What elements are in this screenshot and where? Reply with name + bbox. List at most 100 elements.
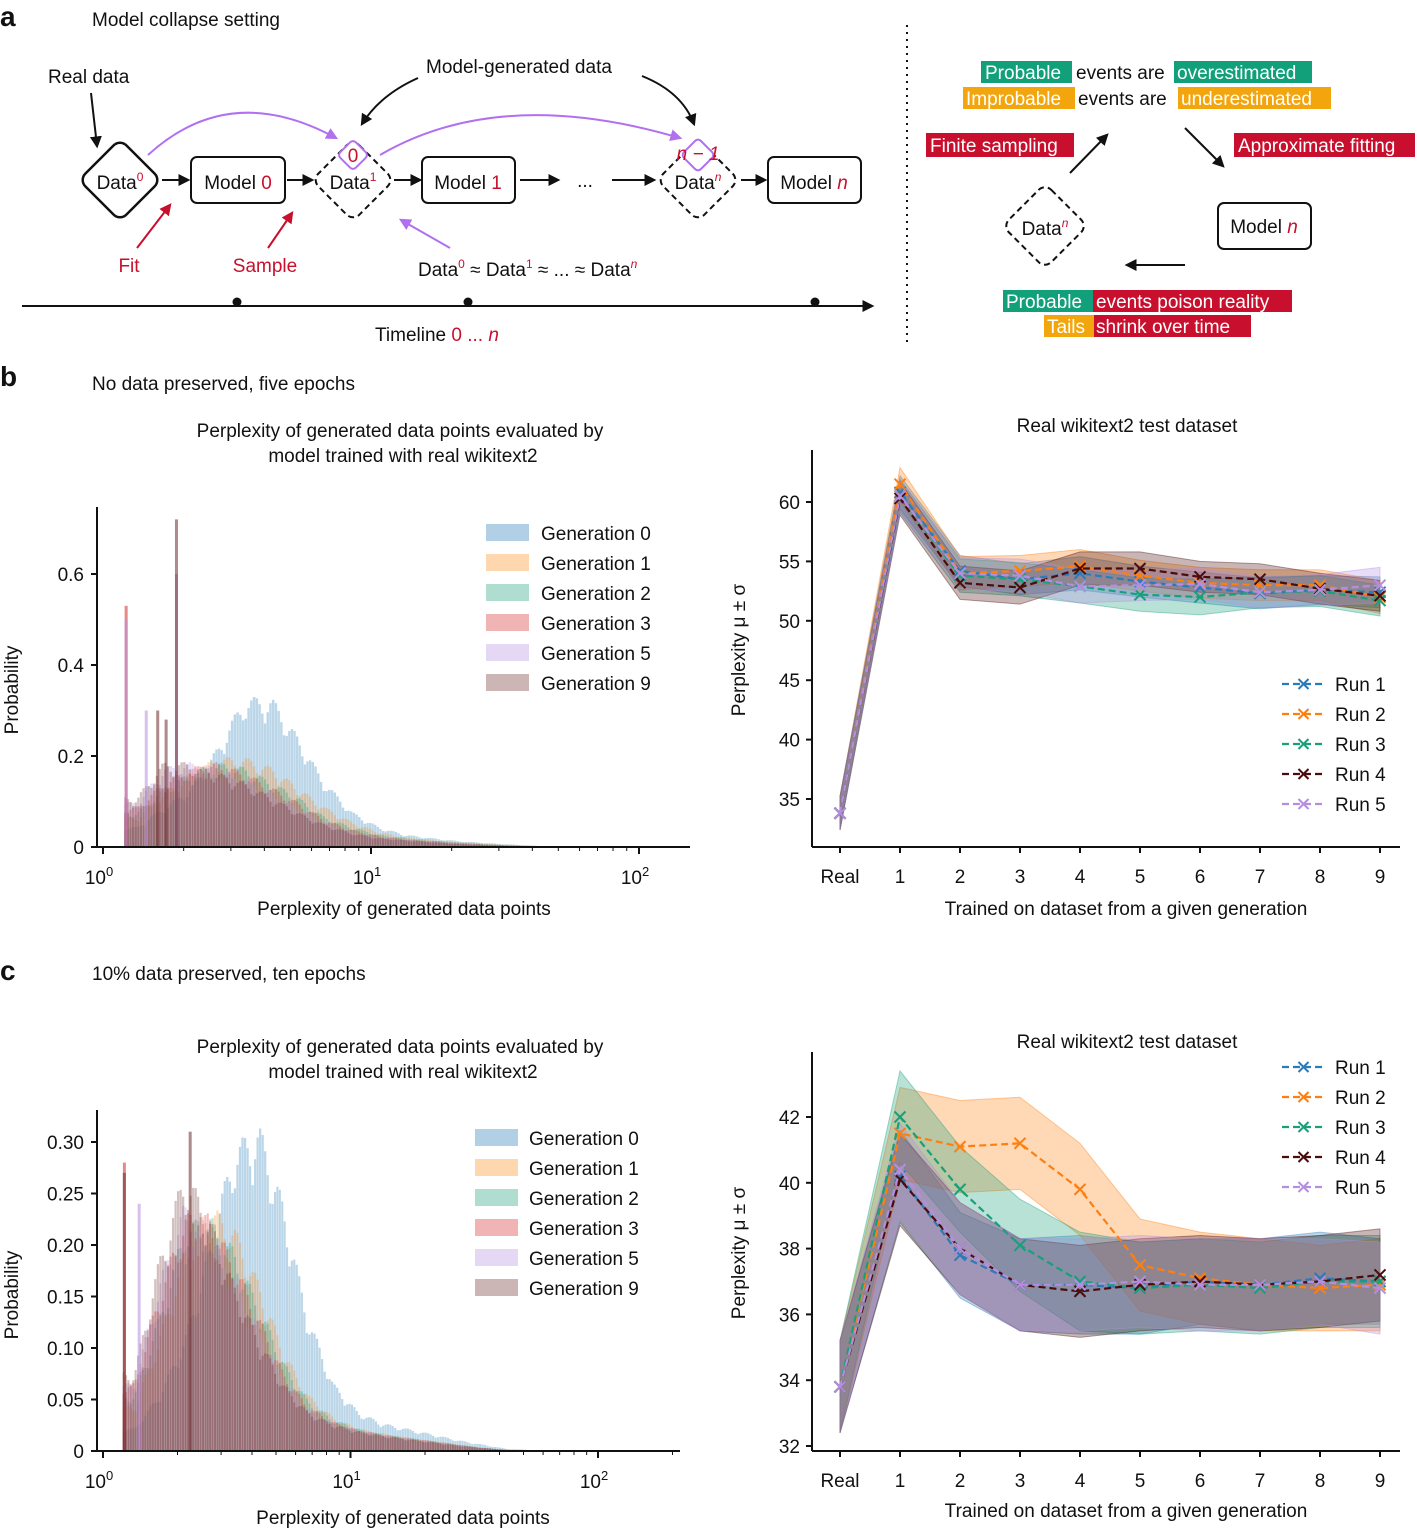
histogram-bar (360, 1429, 363, 1451)
histogram-bar (365, 1432, 368, 1451)
histogram-bar (418, 841, 421, 847)
histogram-bar (458, 1445, 462, 1451)
histogram-bar (423, 841, 427, 847)
histogram-bar (276, 1365, 279, 1451)
histogram-bar (298, 1406, 301, 1451)
histogram-bar (305, 1408, 308, 1451)
histogram-bar (442, 842, 446, 847)
histogram-bar (129, 816, 132, 847)
legend-label: Generation 3 (529, 1219, 639, 1240)
histogram-bar (407, 837, 411, 847)
histogram-bar (387, 830, 390, 847)
histogram-bar (427, 1433, 430, 1451)
data-point-marker (1013, 569, 1027, 582)
histogram-bar (233, 1287, 237, 1451)
histogram-bar (301, 812, 304, 847)
histogram-spike (174, 519, 178, 847)
histogram-bar (187, 1258, 190, 1451)
histogram-bar (473, 1446, 476, 1451)
histogram-bar (283, 1221, 286, 1451)
histogram-bar (282, 801, 286, 847)
histogram-bar (209, 1242, 212, 1451)
histogram-bar (207, 772, 210, 847)
histogram-bar (429, 841, 432, 847)
std-band (839, 478, 1381, 830)
histogram-bar (177, 780, 181, 847)
histogram-bar (355, 829, 358, 847)
histogram-bar (476, 1447, 479, 1451)
data-point-marker (893, 1110, 907, 1124)
histogram-bar (151, 1368, 154, 1451)
line-series (833, 489, 1387, 820)
histogram-bar (464, 843, 468, 847)
histogram-bar (169, 1369, 172, 1451)
histogram-bar (437, 842, 440, 847)
timeline-dot (810, 297, 820, 307)
histogram-bar (330, 790, 334, 847)
histogram-bar (418, 839, 421, 847)
histogram-bar (350, 1427, 354, 1451)
histogram-bar (283, 1364, 286, 1451)
histogram-bar (199, 777, 202, 847)
histogram-bar (281, 1369, 284, 1451)
histogram-bar (453, 843, 457, 847)
histogram-bar (126, 812, 130, 847)
histogram-bar (372, 1419, 375, 1451)
histogram-bar (468, 1446, 471, 1451)
histogram-bar (360, 829, 364, 847)
histogram-bar (386, 1438, 389, 1451)
histogram-bar (301, 756, 304, 847)
histogram-bar (166, 789, 170, 847)
histogram-bar (471, 1446, 474, 1451)
histogram-bar (313, 1410, 316, 1451)
histogram-bar (405, 839, 408, 847)
histogram-bar (179, 1217, 182, 1451)
histogram-bar (379, 838, 382, 847)
x-tick-label: 102 (621, 864, 649, 889)
histogram-bar (424, 1440, 427, 1451)
histogram-bar (363, 827, 366, 847)
histogram-bar (501, 1448, 504, 1451)
histogram-bar (325, 818, 328, 847)
histogram-bar (396, 1438, 399, 1451)
legend-label: Generation 1 (529, 1159, 639, 1180)
histogram-bar (478, 842, 481, 847)
histogram-bar (310, 1332, 314, 1451)
histogram-bar (281, 1362, 284, 1451)
histogram-bar (478, 844, 481, 847)
histogram-bar (241, 1297, 244, 1451)
histogram-bar (451, 843, 454, 847)
histogram-bar (233, 778, 237, 847)
histogram-bar (261, 1355, 264, 1451)
histogram-bar (377, 1433, 380, 1451)
histogram-bar (142, 825, 145, 847)
histogram-bar (171, 1269, 175, 1451)
histogram-bar (124, 1397, 128, 1451)
histogram-bar (244, 770, 248, 847)
histogram-bar (159, 1313, 162, 1451)
histogram-bar (159, 1315, 162, 1451)
panel-title: 10% data preserved, ten epochs (92, 964, 366, 985)
histogram-bar (515, 844, 518, 847)
histogram-bar (166, 1374, 170, 1451)
histogram-bar (188, 780, 192, 847)
svg-text:Model 0: Model 0 (204, 173, 272, 194)
histogram-bar (349, 831, 353, 847)
histogram-bar (444, 1444, 447, 1451)
histogram-bar (339, 822, 342, 847)
timeline-dot (232, 297, 242, 307)
histogram-bar (266, 1358, 269, 1451)
histogram-bar (424, 1441, 427, 1451)
histogram-bar (169, 1287, 172, 1451)
histogram-bar (124, 1405, 128, 1451)
histogram-bar (191, 785, 194, 847)
histogram-bar (249, 1309, 252, 1451)
histogram-bar (207, 768, 210, 847)
histogram-bar (277, 791, 280, 847)
histogram-bar (456, 844, 460, 847)
histogram-bar (422, 1440, 425, 1451)
histogram-bar (150, 816, 153, 847)
histogram-bar (315, 1415, 319, 1451)
histogram-bar (285, 1362, 289, 1451)
